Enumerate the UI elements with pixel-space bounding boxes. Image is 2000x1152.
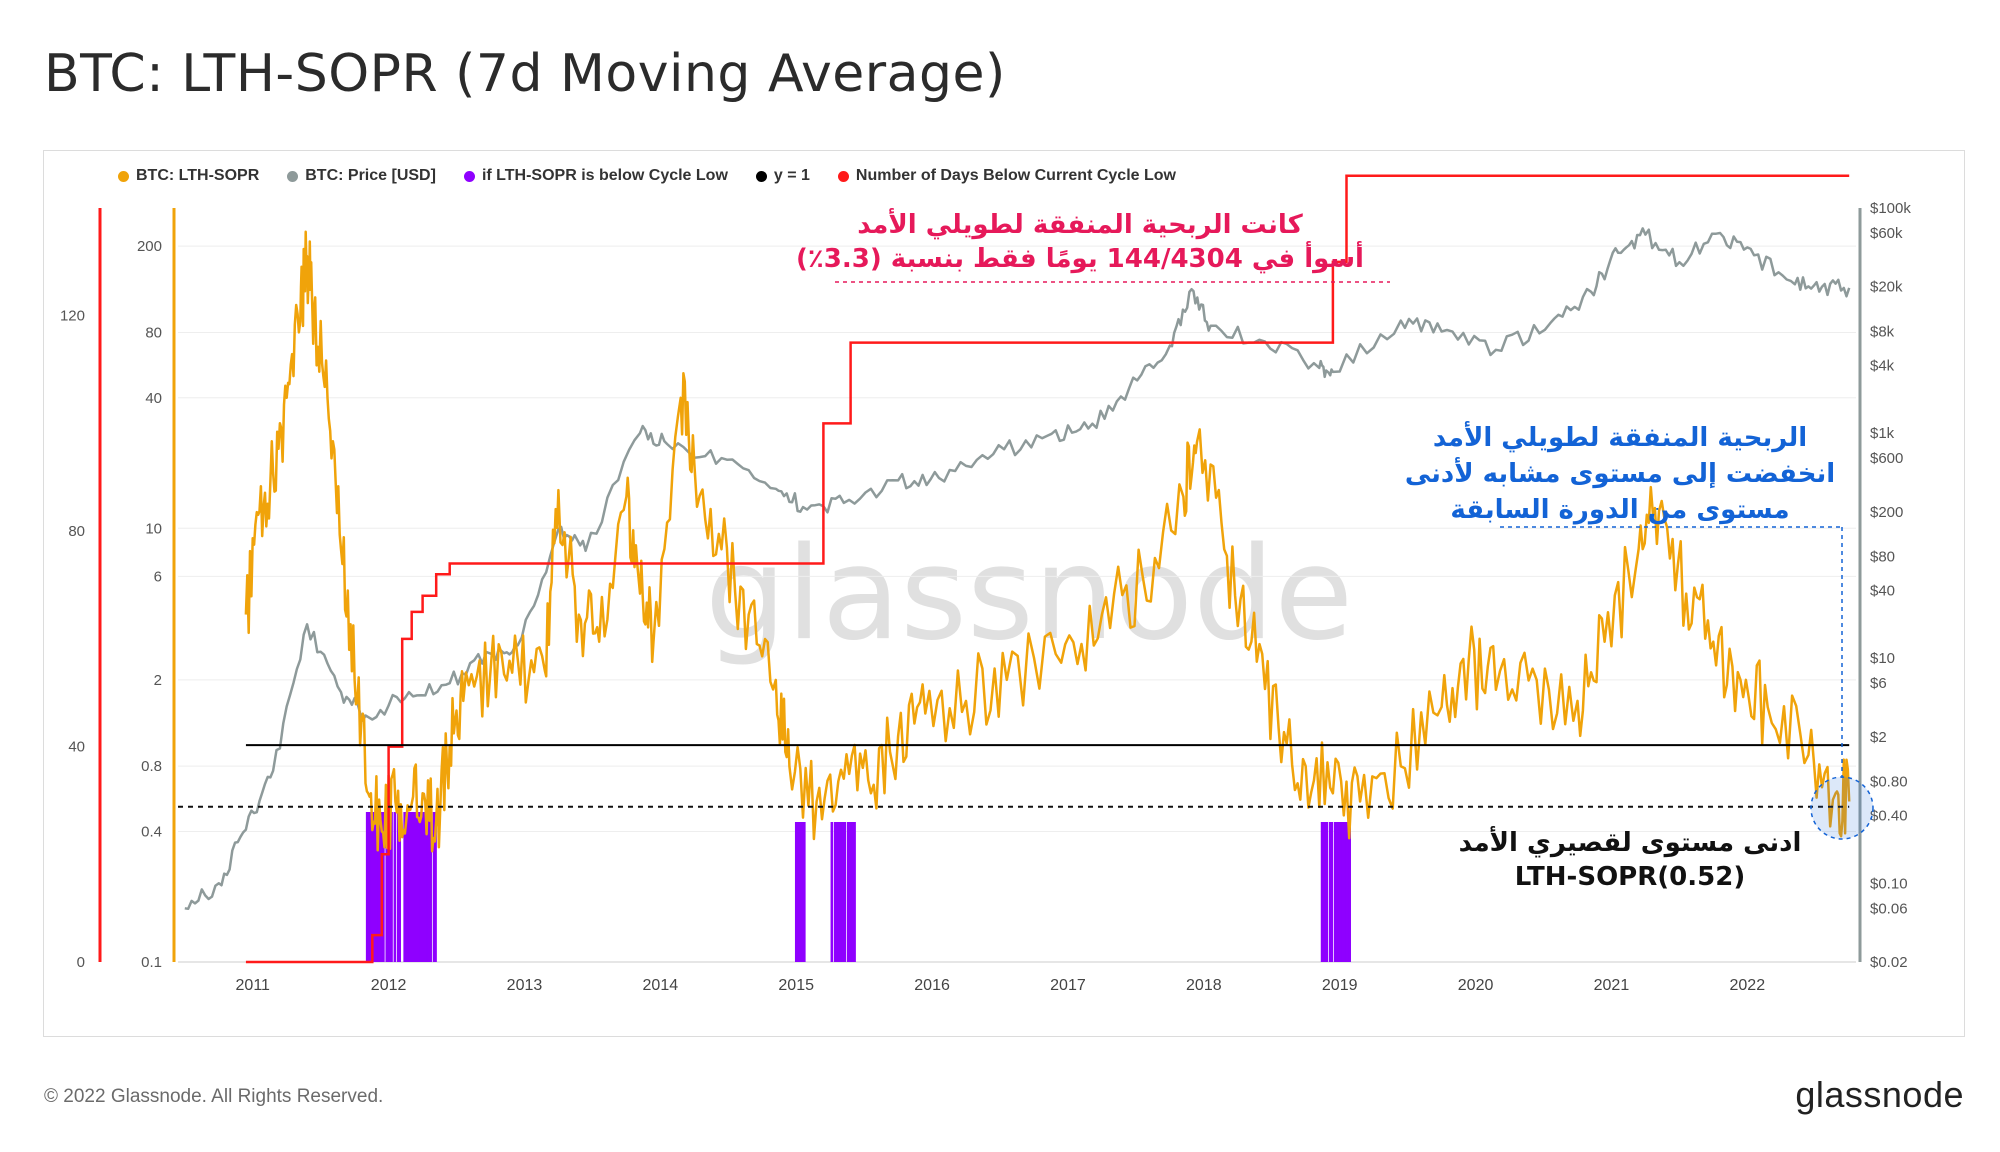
brand-logo[interactable]: glassnode [1795,1074,1964,1116]
x-tick-label: 2014 [643,977,679,994]
x-tick-label: 2012 [371,977,407,994]
copyright: © 2022 Glassnode. All Rights Reserved. [44,1086,383,1108]
sopr-tick-label: 200 [137,238,162,255]
sopr-tick-label: 40 [145,390,162,407]
x-tick-label: 2011 [236,977,271,994]
sopr-tick-label: 10 [145,520,162,537]
annotation-line: انخفضت إلى مستوى مشابه لأدنى [1390,456,1850,492]
sopr-tick-label: 6 [154,568,162,585]
annotation-line: أسوأ في 144/4304 يومًا فقط بنسبة (3.3٪) [780,242,1380,276]
annotation-line: كانت الربحية المنفقة لطويلي الأمد [780,208,1380,242]
days-tick-label: 80 [68,523,85,540]
annotation-right: الربحية المنفقة لطويلي الأمد انخفضت إلى … [1390,420,1850,528]
x-tick-label: 2021 [1594,977,1630,994]
x-tick-label: 2013 [507,977,543,994]
sopr-tick-label: 80 [145,324,162,341]
annotation-top: كانت الربحية المنفقة لطويلي الأمد أسوأ ف… [780,208,1380,276]
price-tick-label: $0.02 [1870,954,1908,971]
days-tick-label: 40 [68,739,85,756]
lth-sopr-line [246,232,1849,851]
price-tick-label: $40 [1870,582,1895,599]
price-tick-label: $60k [1870,225,1903,242]
price-tick-label: $0.40 [1870,808,1908,825]
annotation-line: مستوى من الدورة السابقة [1390,492,1850,528]
price-tick-label: $10 [1870,650,1895,667]
price-tick-label: $100k [1870,200,1911,217]
x-tick-label: 2015 [778,977,814,994]
price-tick-label: $8k [1870,323,1895,340]
x-tick-label: 2016 [914,977,950,994]
chart-svg: 0 40 80 120 0.1 0.4 0.8 2 6 10 40 80 200 $0.02 $0.06 $0… [0,0,2000,1152]
x-tick-label: 2017 [1050,977,1086,994]
sopr-tick-label: 0.4 [141,823,162,840]
price-tick-label: $200 [1870,504,1903,521]
x-tick-label: 2022 [1730,977,1766,994]
price-tick-label: $4k [1870,357,1895,374]
x-tick-label: 2019 [1322,977,1358,994]
price-tick-label: $6 [1870,675,1887,692]
price-tick-label: $20k [1870,279,1903,296]
annotation-line: (0.52)LTH-SOPR [1430,860,1830,894]
price-tick-label: $80 [1870,549,1895,566]
annotation-line: الربحية المنفقة لطويلي الأمد [1390,420,1850,456]
sopr-tick-label: 0.8 [141,758,162,775]
price-tick-label: $2 [1870,729,1887,746]
x-tick-label: 2018 [1186,977,1222,994]
sopr-tick-label: 0.1 [141,954,162,971]
price-tick-label: $0.80 [1870,774,1908,791]
price-tick-label: $600 [1870,450,1903,467]
days-tick-label: 120 [60,308,85,325]
price-tick-label: $0.10 [1870,875,1908,892]
x-tick-label: 2020 [1458,977,1494,994]
price-tick-label: $1k [1870,425,1895,442]
annotation-line: ادنى مستوى لقصيري الأمد [1430,826,1830,860]
price-tick-label: $0.06 [1870,900,1908,917]
days-tick-label: 0 [77,954,85,971]
sopr-tick-label: 2 [154,672,162,689]
annotation-bottom: ادنى مستوى لقصيري الأمد (0.52)LTH-SOPR [1430,826,1830,894]
